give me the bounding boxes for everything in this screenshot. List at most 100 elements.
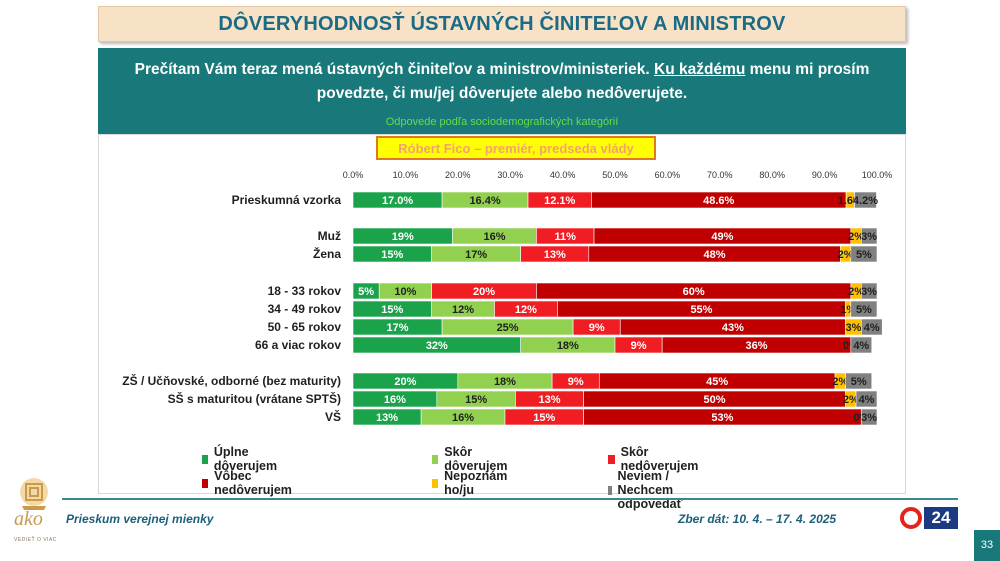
bar-data-label: 2%: [848, 286, 864, 298]
bar-data-label: 50%: [704, 394, 726, 406]
bar-data-label: 13%: [544, 249, 566, 261]
bar-data-label: 10%: [394, 286, 416, 298]
bar-data-label: 25%: [497, 322, 519, 334]
bar-data-label: 15%: [381, 304, 403, 316]
x-tick-label: 0.0%: [343, 170, 364, 180]
legend-label: Vôbec nedôverujem: [214, 469, 292, 497]
legend-item: Skôr nedôverujem: [608, 445, 701, 473]
question-underlined: Ku každému: [654, 61, 746, 78]
bar-segment: [845, 372, 873, 390]
category-label: 18 - 33 rokov: [268, 284, 342, 298]
bar-data-label: 11%: [555, 231, 577, 243]
bar-data-label: 16.4%: [469, 195, 500, 207]
bar-data-label: 4%: [859, 394, 875, 406]
bar-data-label: 9%: [631, 340, 647, 352]
page-number: 33: [974, 530, 1000, 561]
category-label: 34 - 49 rokov: [268, 302, 342, 316]
footer-survey-label: Prieskum verejnej mienky: [66, 512, 214, 526]
bar-data-label: 4%: [853, 340, 869, 352]
tv-logo-ring: [900, 507, 922, 529]
bar-data-label: 17.0%: [382, 195, 413, 207]
bar-data-label: 3%: [861, 412, 877, 424]
bar-data-label: 12.1%: [544, 195, 575, 207]
bar-data-label: 2%: [838, 249, 854, 261]
question-part2: menu mi prosím povedzte, či mu/jej dôver…: [316, 61, 870, 102]
bar-data-label: 2%: [832, 376, 848, 388]
bar-data-label: 53%: [711, 412, 733, 424]
bar-data-label: 15%: [533, 412, 555, 424]
bar-data-label: 12%: [515, 304, 537, 316]
bar-data-label: 48.6%: [703, 195, 734, 207]
bar-data-label: 5%: [851, 376, 867, 388]
x-tick-label: 70.0%: [707, 170, 733, 180]
bar-data-label: 32%: [426, 340, 448, 352]
x-tick-label: 100.0%: [862, 170, 893, 180]
legend-label: Skôr nedôverujem: [620, 445, 699, 473]
title-box: DÔVERYHODNOSŤ ÚSTAVNÝCH ČINITEĽOV A MINI…: [98, 6, 906, 42]
x-tick-label: 20.0%: [445, 170, 471, 180]
bar-segment: [855, 390, 878, 408]
bar-data-label: 49%: [711, 231, 733, 243]
bar-data-label: 4%: [864, 322, 880, 334]
legend-swatch: [432, 454, 439, 464]
x-tick-label: 40.0%: [550, 170, 576, 180]
bar-data-label: 45%: [706, 376, 728, 388]
bar-segment: [860, 282, 878, 300]
bar-data-label: 18%: [494, 376, 516, 388]
bar-data-label: 5%: [856, 249, 872, 261]
bar-data-label: 3%: [861, 231, 877, 243]
bar-data-label: 36%: [745, 340, 767, 352]
bar-data-label: 2%: [843, 394, 859, 406]
category-label: Žena: [313, 246, 341, 261]
subtitle-box: Róbert Fico – premiér, predseda vlády: [376, 136, 656, 160]
legend-item: Úplne dôverujem: [202, 445, 280, 473]
legend-item: Nepoznám ho/ju: [432, 469, 510, 497]
bar-segment: [860, 318, 883, 336]
x-tick-label: 60.0%: [655, 170, 681, 180]
question-subnote: Odpovede podľa sociodemografických kateg…: [385, 116, 619, 128]
page-title: DÔVERYHODNOSŤ ÚSTAVNÝCH ČINITEĽOV A MINI…: [218, 12, 786, 35]
tv-logo-24: 24: [924, 507, 958, 529]
bar-data-label: 15%: [381, 249, 403, 261]
category-label: Prieskumná vzorka: [232, 193, 342, 207]
bar-data-label: 5%: [856, 304, 872, 316]
tv24-logo-icon: 24: [900, 507, 960, 529]
bar-data-label: 18%: [557, 340, 579, 352]
x-tick-label: 10.0%: [393, 170, 419, 180]
bar-data-label: 12%: [452, 304, 474, 316]
bar-data-label: 19%: [392, 231, 414, 243]
category-label: ZŠ / Učňovské, odborné (bez maturity): [122, 373, 341, 388]
bar-data-label: 4.2%: [853, 195, 878, 207]
bar-data-label: 2%: [848, 231, 864, 243]
legend-label: Úplne dôverujem: [213, 445, 278, 473]
bar-segment: [850, 336, 873, 354]
bar-data-label: 15%: [465, 394, 487, 406]
legend-label: Neviem / Nechcem odpovedať: [617, 469, 683, 511]
category-label: Muž: [318, 229, 341, 243]
legend-swatch: [202, 454, 208, 464]
legend-swatch: [608, 454, 615, 464]
bar-data-label: 20%: [473, 286, 495, 298]
bar-data-label: 9%: [568, 376, 584, 388]
legend-swatch: [608, 485, 612, 495]
bar-data-label: 48%: [704, 249, 726, 261]
legend-item: Neviem / Nechcem odpovedať: [608, 469, 688, 511]
legend-label: Nepoznám ho/ju: [444, 469, 508, 497]
bar-data-label: 16%: [452, 412, 474, 424]
category-label: SŠ s maturitou (vrátane SPTŠ): [168, 391, 341, 406]
bar-data-label: 43%: [722, 322, 744, 334]
bar-data-label: 13%: [538, 394, 560, 406]
bar-data-label: 60%: [683, 286, 705, 298]
category-label: VŠ: [325, 409, 341, 424]
bar-segment: [854, 191, 877, 209]
bar-segment: [850, 300, 878, 318]
bar-data-label: 55%: [690, 304, 712, 316]
question-box: Prečítam Vám teraz mená ústavných činite…: [98, 48, 906, 134]
legend-item: Skôr dôverujem: [432, 445, 510, 473]
x-tick-label: 90.0%: [812, 170, 838, 180]
bar-data-label: 17%: [465, 249, 487, 261]
bar-data-label: 20%: [394, 376, 416, 388]
x-tick-label: 50.0%: [602, 170, 628, 180]
footer-date: Zber dát: 10. 4. – 17. 4. 2025: [678, 512, 837, 526]
